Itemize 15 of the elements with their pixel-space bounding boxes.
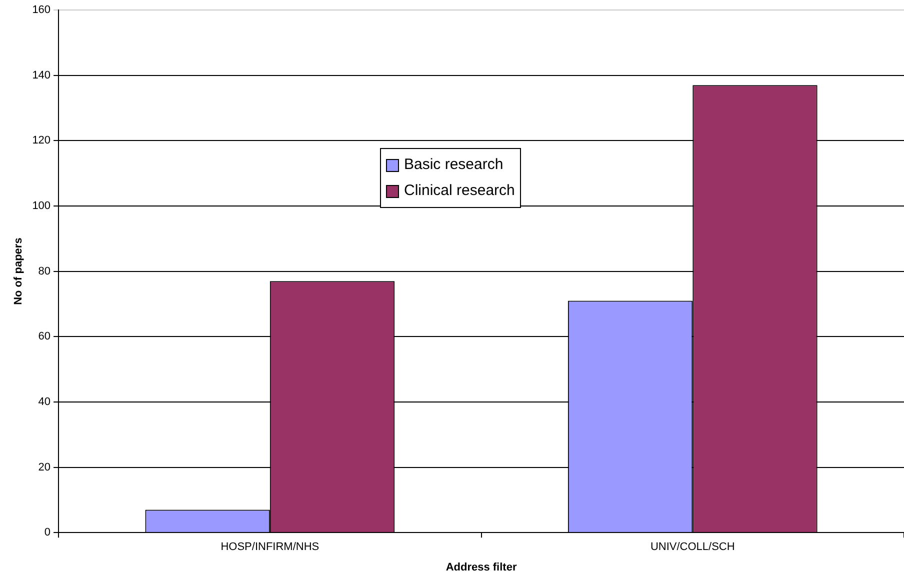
y-axis-title: No of papers: [12, 238, 25, 305]
y-tick-label: 20: [38, 461, 51, 474]
legend-label: Basic research: [404, 155, 504, 175]
y-tick-label: 60: [38, 330, 51, 343]
x-tick-label: UNIV/COLL/SCH: [650, 541, 735, 554]
x-tick-label: HOSP/INFIRM/NHS: [220, 541, 320, 554]
legend-label: Clinical research: [404, 181, 515, 201]
x-axis-title: Address filter: [446, 561, 518, 574]
y-tick-label: 100: [32, 200, 51, 212]
y-tick-label: 140: [32, 69, 51, 82]
y-tick-label: 160: [32, 4, 51, 16]
y-tick-label: 80: [38, 265, 51, 278]
y-tick-label: 120: [32, 134, 51, 147]
y-tick-label: 40: [38, 396, 51, 408]
y-tick-label: 0: [44, 526, 51, 539]
